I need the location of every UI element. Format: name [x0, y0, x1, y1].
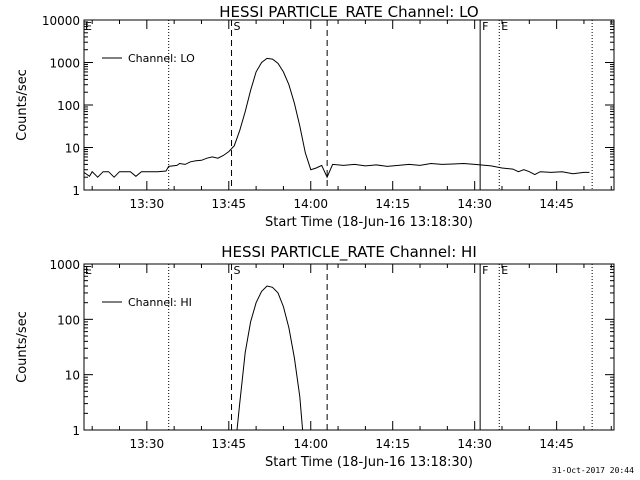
- x-axis-label: Start Time (18-Jun-16 13:18:30): [265, 455, 473, 470]
- y-tick-label: 1000: [49, 57, 80, 71]
- marker-label: F: [482, 20, 488, 33]
- x-tick-label: 14:30: [457, 197, 492, 211]
- y-axis-label: Counts/sec: [15, 69, 30, 141]
- x-tick-label: 13:45: [211, 437, 246, 451]
- plot-frame: [83, 263, 615, 431]
- chart-panel-2: HESSI PARTICLE_RATE Channel: HI 1 10 100 100…: [15, 243, 615, 470]
- marker-label: E: [501, 20, 508, 33]
- chart-title: HESSI PARTICLE_RATE Channel: LO: [219, 3, 478, 22]
- y-tick-label: 1000: [49, 258, 80, 272]
- legend-label: Channel: LO: [128, 52, 195, 65]
- y-tick-label: 1: [72, 184, 80, 198]
- chart-panel-1: HESSI PARTICLE_RATE Channel: LO 1 10 100 100…: [15, 3, 615, 230]
- x-tick-label: 14:15: [375, 437, 410, 451]
- x-axis-label: Start Time (18-Jun-16 13:18:30): [265, 215, 473, 230]
- y-tick-label: 1: [72, 424, 80, 438]
- y-tick-label: 10: [65, 369, 80, 383]
- x-tick-label: 13:45: [211, 197, 246, 211]
- marker-label: S: [234, 20, 241, 33]
- y-axis-label: Counts/sec: [15, 311, 30, 383]
- corner-label: E: [85, 264, 92, 277]
- series-line: [236, 285, 304, 431]
- marker-label: E: [501, 264, 508, 277]
- y-tick-label: 10: [65, 142, 80, 156]
- x-tick-label: 14:45: [539, 437, 574, 451]
- y-tick-label: 10000: [42, 14, 80, 28]
- creation-timestamp: 31-Oct-2017 20:44: [552, 466, 634, 475]
- x-tick-label: 14:45: [539, 197, 574, 211]
- legend-label: Channel: HI: [128, 296, 192, 309]
- y-tick-label: 100: [57, 99, 80, 113]
- marker-label: F: [482, 264, 488, 277]
- x-tick-label: 14:15: [375, 197, 410, 211]
- marker-label: S: [234, 264, 241, 277]
- x-tick-label: 14:30: [457, 437, 492, 451]
- x-tick-label: 14:00: [293, 197, 328, 211]
- series-line: [83, 57, 590, 179]
- chart-title: HESSI PARTICLE_RATE Channel: HI: [221, 243, 477, 262]
- x-tick-label: 13:30: [130, 437, 165, 451]
- corner-label: E: [85, 20, 92, 33]
- y-tick-label: 100: [57, 313, 80, 327]
- x-tick-label: 14:00: [293, 437, 328, 451]
- x-tick-label: 13:30: [130, 197, 165, 211]
